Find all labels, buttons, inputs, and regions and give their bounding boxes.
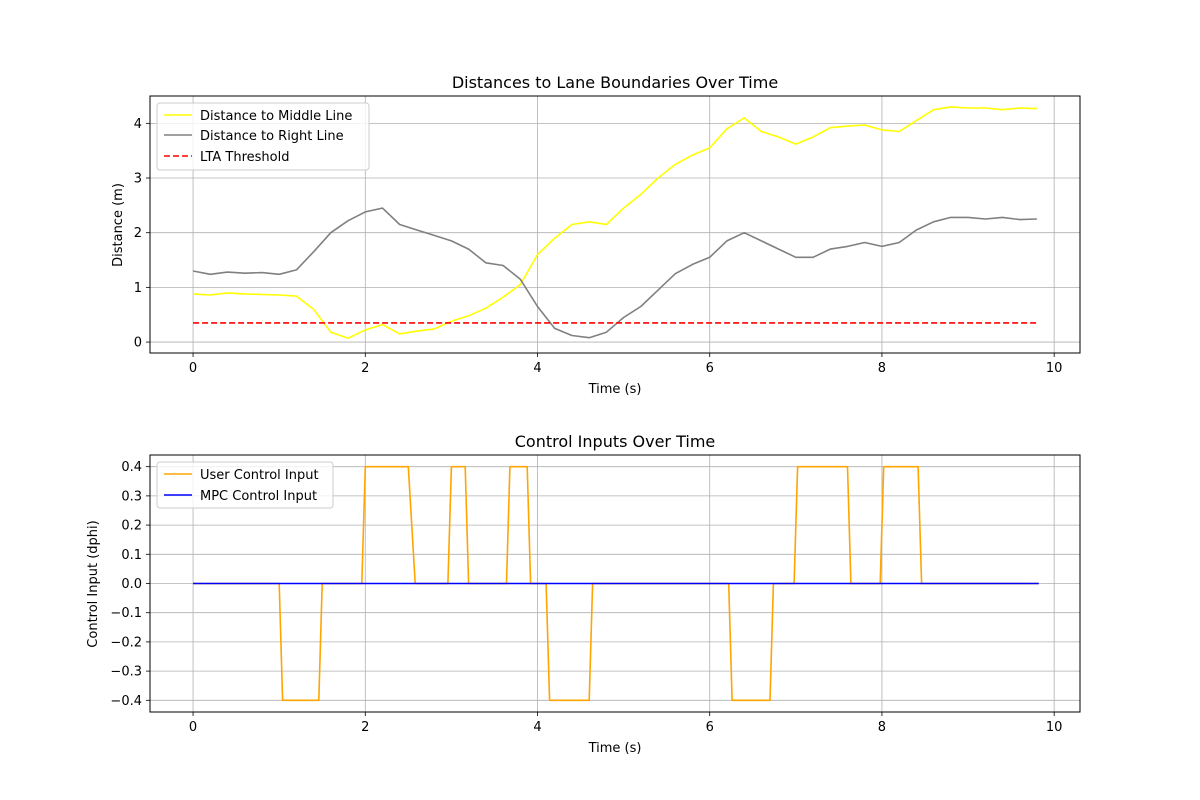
x-tick-label: 6 xyxy=(706,720,714,735)
legend-label-right: Distance to Right Line xyxy=(200,129,344,144)
series-line-distance-to-right-line xyxy=(192,207,1037,339)
x-ticks: 0 2 4 6 8 10 xyxy=(189,353,1063,376)
x-tick-label: 4 xyxy=(533,720,541,735)
x-tick-label: 8 xyxy=(878,361,886,376)
y-tick-label: 0.3 xyxy=(121,489,142,504)
y-tick-label: 1 xyxy=(134,281,142,296)
plot-area xyxy=(192,106,1037,340)
x-tick-label: 10 xyxy=(1046,720,1063,735)
x-axis-label: Time (s) xyxy=(588,741,642,756)
legend-box xyxy=(156,461,334,509)
y-tick-label: 3 xyxy=(134,172,142,187)
legend-label-threshold: LTA Threshold xyxy=(200,150,289,165)
chart-title: Distances to Lane Boundaries Over Time xyxy=(452,73,778,92)
x-tick-label: 2 xyxy=(361,720,369,735)
y-axis-label: Control Input (dphi) xyxy=(86,520,101,647)
legend: Distance to Middle Line Distance to Righ… xyxy=(156,102,370,171)
legend-box xyxy=(156,102,370,171)
x-tick-label: 2 xyxy=(361,361,369,376)
legend-label-user: User Control Input xyxy=(200,468,319,483)
x-tick-label: 4 xyxy=(533,361,541,376)
y-axis-label: Distance (m) xyxy=(111,183,126,267)
y-tick-label: 0.1 xyxy=(121,548,142,563)
y-tick-label: −0.3 xyxy=(110,665,142,680)
legend: User Control Input MPC Control Input xyxy=(156,461,334,509)
chart-control-inputs: Control Inputs Over Time 0 2 4 6 8 10 −0.4−0.… xyxy=(86,432,1081,756)
y-tick-label: 0.0 xyxy=(121,577,142,592)
x-tick-label: 6 xyxy=(706,361,714,376)
y-tick-label: 0.4 xyxy=(121,460,142,475)
y-tick-label: 0.2 xyxy=(121,519,142,534)
x-tick-label: 8 xyxy=(878,720,886,735)
y-tick-label: 4 xyxy=(134,117,142,132)
axes-frame xyxy=(149,95,1081,354)
legend-label-middle: Distance to Middle Line xyxy=(200,109,352,124)
x-tick-label: 0 xyxy=(189,720,197,735)
y-tick-label: 0 xyxy=(134,336,142,351)
chart-title: Control Inputs Over Time xyxy=(515,432,716,451)
y-tick-label: −0.1 xyxy=(110,606,142,621)
y-ticks: −0.4 −0.3 −0.2 −0.1 0.0 0.1 0.2 0.3 0.4 xyxy=(110,460,150,709)
chart-distances: Distances to Lane Boundaries Over Time 0… xyxy=(111,73,1081,397)
plot-area xyxy=(193,465,1039,702)
y-tick-label: −0.2 xyxy=(110,635,142,650)
series-line-distance-to-middle-line xyxy=(193,106,1037,340)
y-tick-label: 2 xyxy=(134,226,142,241)
legend-label-mpc: MPC Control Input xyxy=(200,489,317,504)
x-tick-label: 10 xyxy=(1046,361,1063,376)
y-ticks: 0 1 2 3 4 xyxy=(134,117,150,351)
x-ticks: 0 2 4 6 8 10 xyxy=(189,712,1063,735)
y-tick-label: −0.4 xyxy=(110,694,142,709)
x-tick-label: 0 xyxy=(189,361,197,376)
x-axis-label: Time (s) xyxy=(588,382,642,397)
